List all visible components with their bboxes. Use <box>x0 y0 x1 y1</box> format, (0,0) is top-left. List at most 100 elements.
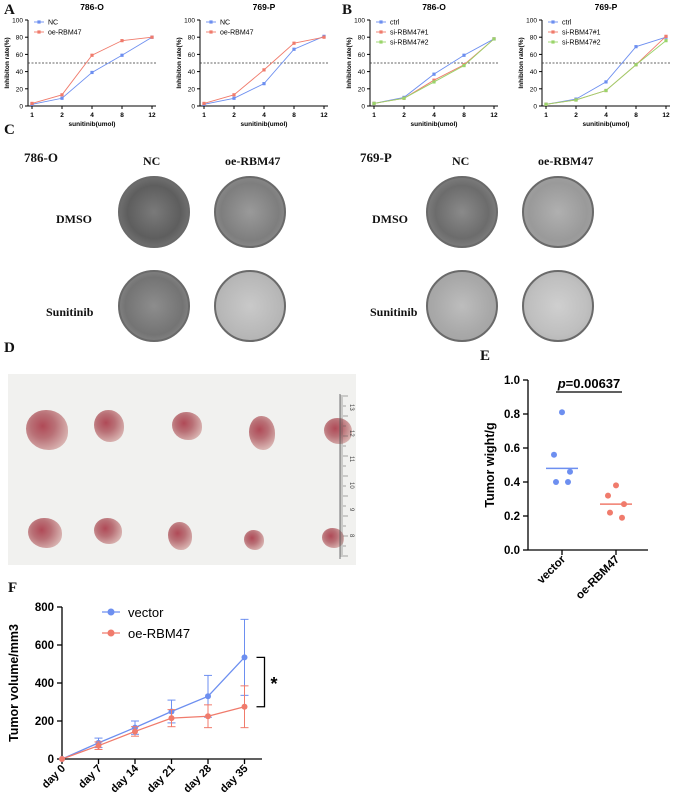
tumor-photo: 13 12 11 10 9 8 <box>8 374 356 565</box>
x-tick-label: day 14 <box>108 762 141 795</box>
legend-label: ctrl <box>390 20 400 27</box>
data-point <box>90 53 94 57</box>
series-line-NC <box>31 36 153 105</box>
colony-dish-769p-nc-sunitinib <box>426 270 498 342</box>
tumor-oe-4 <box>244 530 264 550</box>
data-point <box>90 70 94 75</box>
x-tick-label: 4 <box>90 112 94 119</box>
legend-label: oe-RBM47 <box>128 626 190 641</box>
chart-title: 786-O <box>80 2 104 12</box>
p-value-label: p=0.00637 <box>557 376 621 391</box>
colony-right-col2: oe-RBM47 <box>538 154 594 168</box>
ruler-label: 10 <box>348 482 354 489</box>
data-point <box>205 693 211 700</box>
legend-label: ctrl <box>562 20 572 27</box>
data-point <box>604 88 608 93</box>
data-point <box>59 756 65 762</box>
data-point <box>559 409 565 416</box>
chart-title: 786-O <box>422 2 446 12</box>
data-point <box>30 101 34 106</box>
data-point <box>553 479 559 485</box>
x-tick-label: day 7 <box>76 763 104 791</box>
colony-dish-769p-oe-sunitinib <box>522 270 594 342</box>
data-point <box>205 713 211 720</box>
data-point <box>605 492 611 499</box>
y-tick-label: 20 <box>530 86 538 93</box>
tumor-vector-3 <box>172 412 202 440</box>
y-tick-label: 0 <box>533 104 537 111</box>
data-point <box>402 96 406 100</box>
tumor-vector-5 <box>324 418 352 444</box>
ruler: 13 12 11 10 9 8 <box>339 394 354 559</box>
x-tick-label: 2 <box>402 112 406 119</box>
data-point <box>150 35 154 39</box>
series-line-ctrl <box>373 38 495 104</box>
legend-label: NC <box>48 20 58 27</box>
y-tick-label: 200 <box>35 716 54 728</box>
legend-marker <box>107 629 115 637</box>
tumor-oe-3 <box>168 522 192 550</box>
y-tick-label: 60 <box>358 52 366 59</box>
legend-label: vector <box>128 605 164 620</box>
ruler-label: 12 <box>348 430 354 437</box>
colony-left-cellline: 786-O <box>24 150 58 165</box>
y-tick-label: 100 <box>184 18 195 25</box>
x-tick-label: day 0 <box>40 763 68 791</box>
y-tick-label: 400 <box>35 678 54 690</box>
y-tick-label: 80 <box>188 35 196 42</box>
data-point <box>60 93 64 97</box>
y-tick-label: 0 <box>19 104 23 111</box>
x-tick-label: 1 <box>372 112 376 119</box>
y-tick-label: 0 <box>48 754 54 766</box>
y-axis-label: Inhibiton rate(%) <box>518 37 525 88</box>
data-point <box>544 102 548 106</box>
x-axis-label: sunitinib(umol) <box>69 121 116 128</box>
colony-left-row1: DMSO <box>56 212 92 226</box>
data-point <box>551 451 557 458</box>
y-tick-label: 60 <box>188 52 196 59</box>
ruler-label: 11 <box>348 456 354 463</box>
x-tick-label: 1 <box>202 112 206 119</box>
data-point <box>202 101 206 106</box>
panel-letter-a: A <box>4 2 15 18</box>
legend-marker <box>379 30 383 34</box>
y-tick-label: 60 <box>530 52 538 59</box>
x-tick-label: 2 <box>232 112 236 119</box>
x-tick-label: 2 <box>574 112 578 119</box>
series-line-vector <box>61 656 245 760</box>
panel-letter-d: D <box>4 340 15 356</box>
y-tick-label: 100 <box>354 18 365 25</box>
legend-marker <box>551 40 555 44</box>
x-tick-label: 4 <box>262 112 266 119</box>
data-point <box>232 96 236 100</box>
x-tick-label: 2 <box>60 112 64 119</box>
legend-marker <box>551 20 555 24</box>
legend-marker <box>551 30 555 34</box>
data-point <box>232 93 236 97</box>
data-point <box>432 72 436 76</box>
y-tick-label: 600 <box>35 640 54 652</box>
x-tick-label: 8 <box>292 112 296 119</box>
y-tick-label: 80 <box>530 35 538 42</box>
y-tick-label: 40 <box>188 69 196 76</box>
colony-right-col1: NC <box>452 154 470 168</box>
data-point <box>120 39 124 43</box>
x-tick-label: 12 <box>662 112 670 119</box>
chart-title: 769-P <box>253 2 276 12</box>
panel-letter-b: B <box>342 2 353 18</box>
data-point <box>664 34 668 38</box>
significance-bracket <box>256 656 266 708</box>
colony-right-row1: DMSO <box>372 212 408 226</box>
tumor-oe-1 <box>28 518 62 548</box>
legend-marker <box>209 20 213 24</box>
data-point <box>241 703 248 710</box>
y-tick-label: 1.0 <box>504 375 520 387</box>
y-tick-label: 20 <box>16 86 24 93</box>
legend-label: si-RBM47#1 <box>562 30 601 37</box>
x-axis-label: sunitinib(umol) <box>583 121 630 128</box>
y-tick-label: 0.6 <box>504 443 520 455</box>
